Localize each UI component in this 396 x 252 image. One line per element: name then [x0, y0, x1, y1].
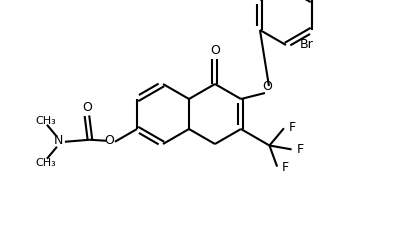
Text: F: F — [282, 161, 289, 174]
Text: F: F — [297, 143, 304, 156]
Text: O: O — [104, 134, 114, 147]
Text: CH₃: CH₃ — [36, 116, 56, 126]
Text: F: F — [289, 121, 296, 134]
Text: O: O — [210, 44, 220, 57]
Text: O: O — [262, 79, 272, 92]
Text: CH₃: CH₃ — [36, 158, 56, 168]
Text: Br: Br — [300, 39, 314, 51]
Text: O: O — [82, 101, 92, 114]
Text: N: N — [54, 134, 64, 147]
